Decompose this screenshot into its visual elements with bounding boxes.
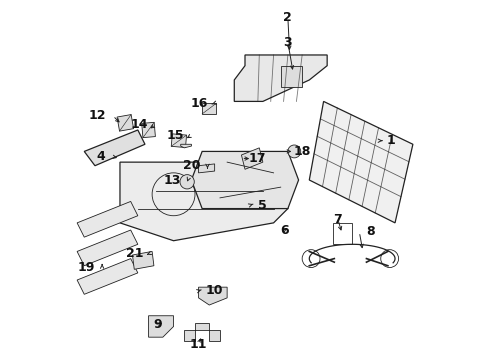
Polygon shape (148, 316, 173, 337)
Text: 12: 12 (88, 109, 106, 122)
Text: 13: 13 (163, 174, 181, 186)
Text: 20: 20 (183, 159, 200, 172)
Polygon shape (281, 66, 302, 87)
Polygon shape (77, 202, 138, 237)
Polygon shape (184, 323, 220, 341)
Text: 1: 1 (386, 134, 395, 147)
Polygon shape (198, 287, 227, 305)
Polygon shape (77, 230, 138, 266)
Text: 15: 15 (167, 129, 184, 142)
Circle shape (302, 249, 320, 267)
Text: 3: 3 (284, 36, 292, 49)
Text: 17: 17 (248, 152, 266, 165)
Text: 4: 4 (97, 150, 106, 163)
Text: 18: 18 (293, 145, 311, 158)
Polygon shape (309, 102, 413, 223)
Polygon shape (120, 162, 288, 241)
Text: 21: 21 (126, 247, 143, 260)
Polygon shape (77, 258, 138, 294)
Circle shape (180, 175, 194, 189)
Text: 11: 11 (190, 338, 207, 351)
Text: 7: 7 (334, 213, 342, 226)
Circle shape (288, 145, 301, 158)
Polygon shape (117, 114, 134, 131)
Text: 2: 2 (284, 11, 292, 24)
Text: 9: 9 (153, 318, 162, 331)
Polygon shape (333, 223, 352, 244)
Text: 19: 19 (77, 261, 95, 274)
Polygon shape (198, 164, 215, 173)
Polygon shape (242, 148, 263, 169)
Polygon shape (181, 144, 192, 148)
Polygon shape (142, 122, 155, 138)
Polygon shape (234, 55, 327, 102)
Polygon shape (171, 134, 187, 148)
Polygon shape (192, 152, 298, 208)
Text: 8: 8 (367, 225, 375, 238)
Polygon shape (84, 130, 145, 166)
Polygon shape (132, 251, 154, 269)
Text: 14: 14 (131, 118, 148, 131)
Circle shape (381, 249, 398, 267)
Text: 16: 16 (190, 97, 207, 110)
Text: 5: 5 (258, 198, 266, 212)
Polygon shape (202, 103, 217, 114)
Text: 6: 6 (280, 224, 289, 237)
Text: 10: 10 (206, 284, 223, 297)
